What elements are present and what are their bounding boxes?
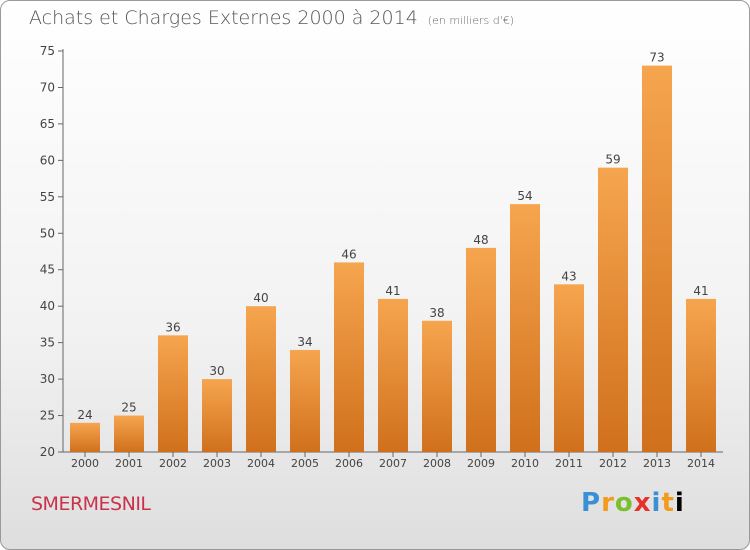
bar-value-label: 54 xyxy=(517,189,532,203)
y-tick-label: 60 xyxy=(40,153,55,167)
bar xyxy=(554,284,584,452)
x-tick-label: 2003 xyxy=(203,457,231,470)
logo-letter: t xyxy=(661,488,675,518)
logo-letter: i xyxy=(674,488,685,518)
y-tick-label: 50 xyxy=(40,226,55,240)
x-tick-label: 2004 xyxy=(247,457,275,470)
chart-bars: 24 25 36 30 40 34 46 41 38 48 54 43 59 73 41 xyxy=(70,51,716,452)
logo-letter: P xyxy=(581,488,602,518)
bar-value-label: 36 xyxy=(165,320,180,334)
logo-letter: o xyxy=(614,488,634,518)
y-tick-label: 75 xyxy=(40,44,55,58)
chart-subtitle: (en milliers d'€) xyxy=(427,14,515,27)
y-tick-label: 70 xyxy=(40,80,55,94)
chart-title-row: Achats et Charges Externes 2000 à 2014 (e… xyxy=(29,7,514,29)
bar xyxy=(642,65,672,452)
proxiti-logo: Proxiti xyxy=(581,488,685,518)
bar xyxy=(158,335,188,452)
x-tick-label: 2006 xyxy=(335,457,363,470)
place-name: SMERMESNIL xyxy=(31,493,151,515)
x-tick-label: 2008 xyxy=(423,457,451,470)
bar xyxy=(290,349,320,452)
bar-value-label: 34 xyxy=(297,335,312,349)
chart-title: Achats et Charges Externes 2000 à 2014 xyxy=(29,7,418,29)
bar xyxy=(114,415,144,452)
bar-value-label: 59 xyxy=(605,153,620,167)
x-tick-label: 2005 xyxy=(291,457,319,470)
bar-value-label: 41 xyxy=(693,284,708,298)
y-tick-label: 25 xyxy=(40,409,55,423)
x-tick-label: 2013 xyxy=(643,457,671,470)
bar xyxy=(70,422,100,452)
x-tick-label: 2001 xyxy=(115,457,143,470)
bar-value-label: 43 xyxy=(561,269,576,283)
bar xyxy=(686,298,716,452)
bar xyxy=(246,306,276,452)
x-tick-label: 2000 xyxy=(71,457,99,470)
bar-value-label: 38 xyxy=(429,306,444,320)
y-tick-label: 20 xyxy=(40,445,55,459)
x-tick-label: 2009 xyxy=(467,457,495,470)
y-tick-label: 30 xyxy=(40,372,55,386)
y-tick-label: 40 xyxy=(40,299,55,313)
y-tick-label: 65 xyxy=(40,117,55,131)
x-tick-label: 2007 xyxy=(379,457,407,470)
logo-letter: i xyxy=(651,488,662,518)
bar-value-label: 41 xyxy=(385,284,400,298)
logo-letter: x xyxy=(633,488,652,518)
x-tick-label: 2002 xyxy=(159,457,187,470)
bar-value-label: 30 xyxy=(209,364,224,378)
x-tick-label: 2012 xyxy=(599,457,627,470)
bar xyxy=(466,247,496,452)
bar xyxy=(422,320,452,452)
logo-letter: r xyxy=(601,488,615,518)
bar xyxy=(202,379,232,452)
bar xyxy=(510,204,540,452)
y-tick-label: 55 xyxy=(40,190,55,204)
y-tick-label: 45 xyxy=(40,263,55,277)
x-tick-label: 2014 xyxy=(687,457,715,470)
bar-value-label: 73 xyxy=(649,51,664,65)
bar-value-label: 46 xyxy=(341,247,356,261)
bar-value-label: 48 xyxy=(473,233,488,247)
bar xyxy=(598,167,628,452)
bar-value-label: 24 xyxy=(77,408,92,422)
x-tick-label: 2011 xyxy=(555,457,583,470)
bar xyxy=(378,298,408,452)
bar-value-label: 25 xyxy=(121,401,136,415)
x-tick-label: 2010 xyxy=(511,457,539,470)
bar-value-label: 40 xyxy=(253,291,268,305)
bar xyxy=(334,262,364,452)
y-tick-label: 35 xyxy=(40,336,55,350)
